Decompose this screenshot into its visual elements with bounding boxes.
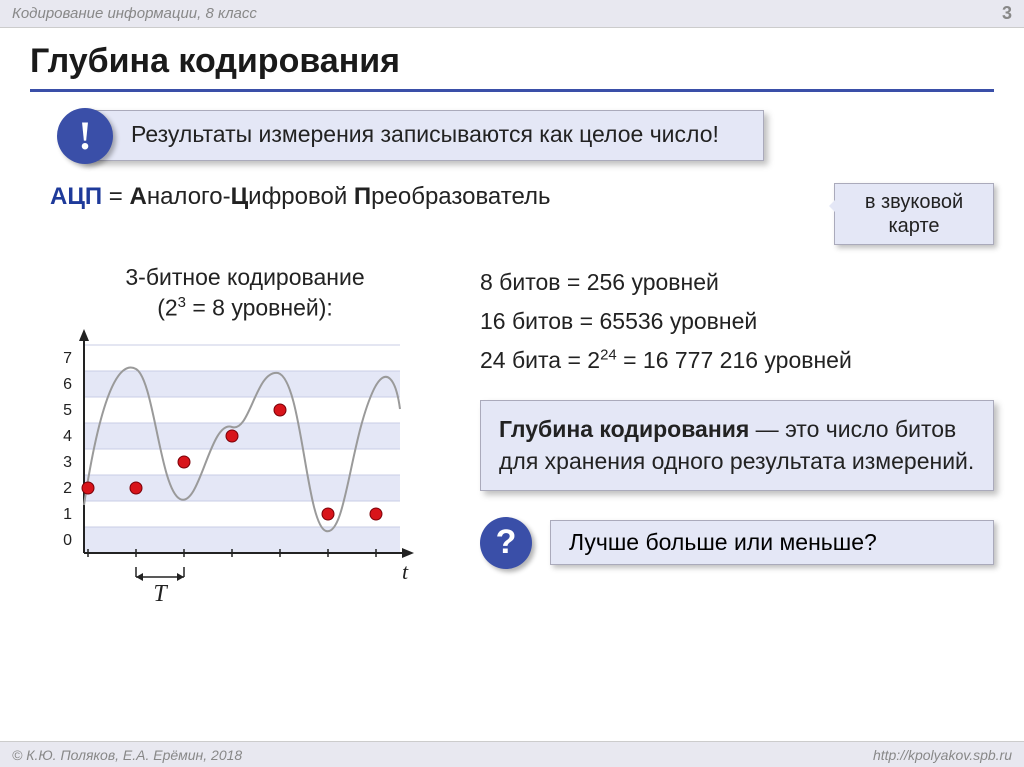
bits-l3sup: 24	[600, 347, 617, 364]
question-icon: ?	[480, 517, 532, 569]
question-row: ? Лучше больше или меньше?	[480, 517, 994, 569]
svg-text:7: 7	[63, 350, 72, 367]
svg-text:T: T	[153, 581, 168, 607]
col-left: 3-битное кодирование (23 = 8 уровней): 0…	[40, 263, 450, 639]
svg-text:1: 1	[63, 506, 72, 523]
adc-a-rest: налого-	[147, 183, 231, 210]
question-box: Лучше больше или меньше?	[550, 520, 994, 565]
adc-p: П	[354, 183, 371, 210]
svg-text:3: 3	[63, 454, 72, 471]
content-columns: 3-битное кодирование (23 = 8 уровней): 0…	[40, 263, 994, 639]
adc-p-rest: реобразователь	[371, 183, 550, 210]
title-rule	[30, 89, 994, 92]
bits-l3b: = 16 777 216 уровней	[617, 347, 852, 373]
adc-c-rest: ифровой	[248, 183, 354, 210]
svg-text:2: 2	[63, 480, 72, 497]
chart-title-l1: 3-битное кодирование	[125, 264, 364, 290]
svg-text:0: 0	[63, 532, 72, 549]
footer-url: http://kpolyakov.spb.ru	[873, 747, 1012, 763]
adc-note: в звуковой карте	[834, 183, 994, 245]
callout-results: ! Результаты измерения записываются как …	[80, 110, 764, 161]
adc-a: А	[129, 183, 146, 210]
chart: 0 1 2 3 4 5 6 7 t T	[40, 329, 440, 639]
definition-bold: Глубина кодирования	[499, 416, 749, 442]
svg-text:5: 5	[63, 402, 72, 419]
bits-line-1: 8 битов = 256 уровней	[480, 263, 994, 302]
adc-definition: АЦП = Аналого-Цифровой Преобразователь в…	[50, 183, 994, 245]
svg-text:t: t	[402, 559, 409, 584]
footer-bar: © К.Ю. Поляков, Е.А. Ерёмин, 2018 http:/…	[0, 741, 1024, 767]
footer-copyright: © К.Ю. Поляков, Е.А. Ерёмин, 2018	[12, 747, 242, 763]
adc-eq: =	[102, 183, 129, 210]
chart-svg: 0 1 2 3 4 5 6 7 t T	[40, 329, 440, 639]
bits-list: 8 битов = 256 уровней 16 битов = 65536 у…	[480, 263, 994, 380]
col-right: 8 битов = 256 уровней 16 битов = 65536 у…	[480, 263, 994, 639]
bits-line-2: 16 битов = 65536 уровней	[480, 302, 994, 341]
chart-title-l2b: = 8 уровней):	[186, 295, 333, 321]
chart-title: 3-битное кодирование (23 = 8 уровней):	[40, 263, 450, 323]
callout-text: Результаты измерения записываются как це…	[131, 121, 719, 147]
adc-c: Ц	[231, 183, 249, 210]
chart-title-sup: 3	[178, 294, 186, 311]
chart-title-l2a: (2	[157, 295, 177, 321]
bits-line-3: 24 бита = 224 = 16 777 216 уровней	[480, 341, 994, 380]
adc-abbr: АЦП	[50, 183, 102, 210]
exclamation-icon: !	[57, 108, 113, 164]
page-number: 3	[1002, 3, 1012, 24]
svg-text:4: 4	[63, 428, 72, 445]
breadcrumb: Кодирование информации, 8 класс	[12, 5, 257, 22]
definition-box: Глубина кодирования — это число битов дл…	[480, 400, 994, 490]
header-bar: Кодирование информации, 8 класс 3	[0, 0, 1024, 28]
bits-l3a: 24 бита = 2	[480, 347, 600, 373]
page-title: Глубина кодирования	[0, 28, 1024, 89]
svg-text:6: 6	[63, 376, 72, 393]
